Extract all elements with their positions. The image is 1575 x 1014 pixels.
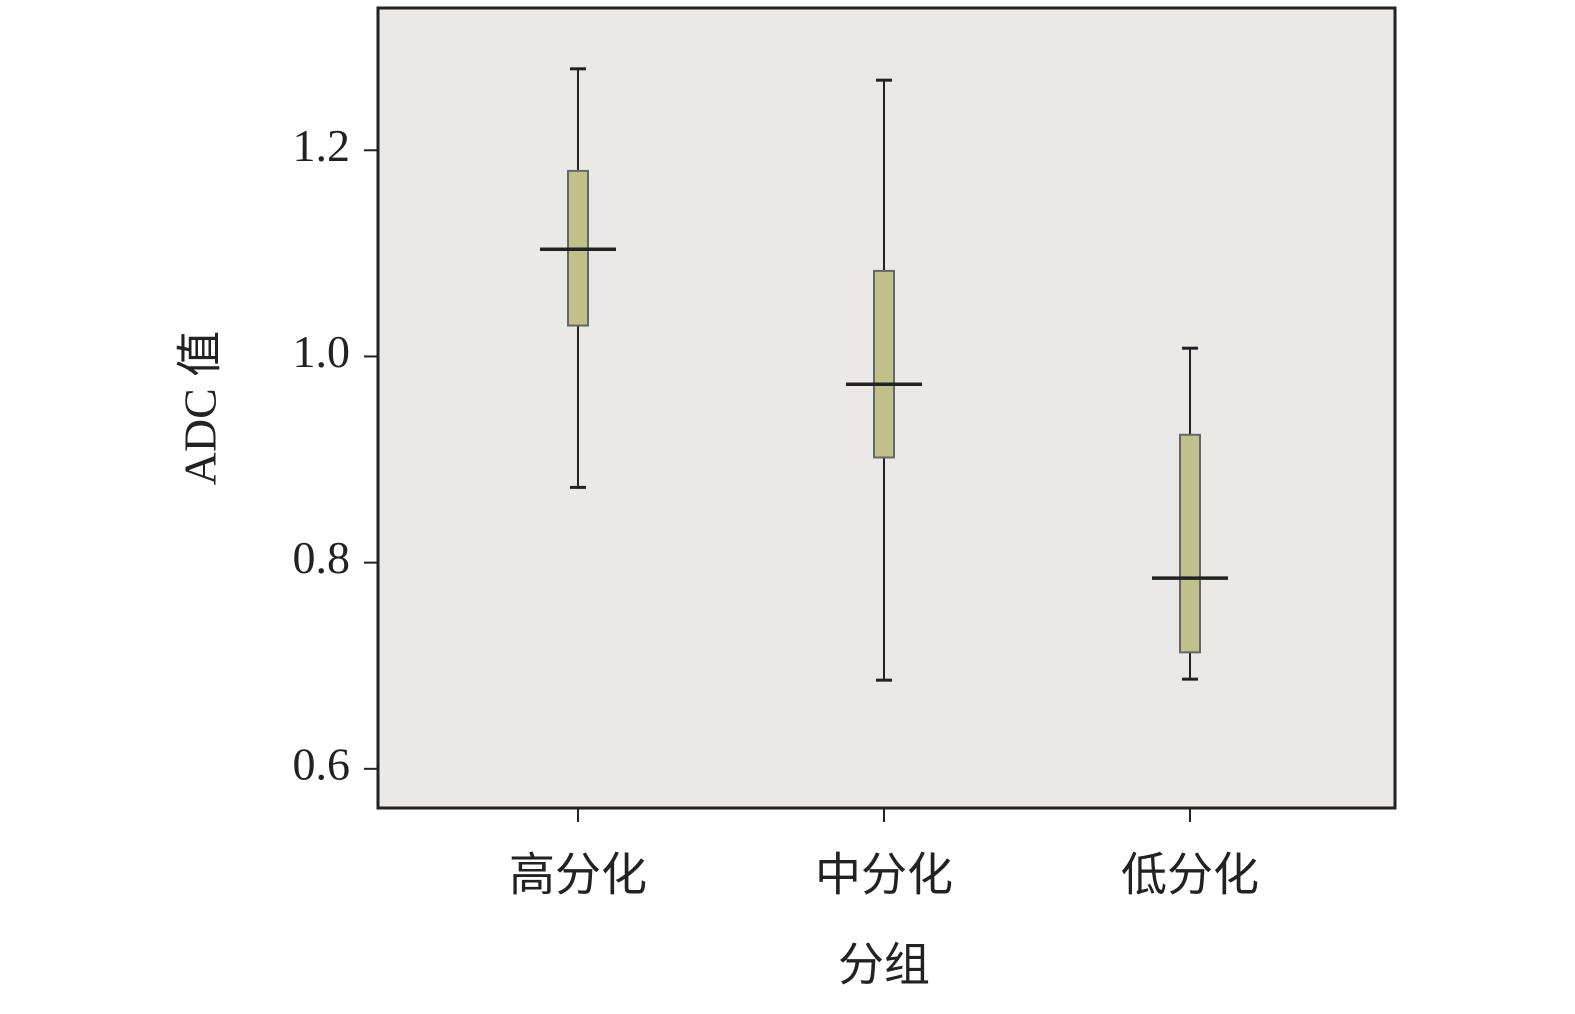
y-tick-label: 1.0 — [293, 326, 351, 377]
y-tick-label: 0.8 — [293, 532, 351, 583]
x-axis-label: 分组 — [838, 940, 930, 991]
x-tick-label: 高分化 — [509, 850, 647, 901]
x-tick-label: 中分化 — [815, 850, 953, 901]
y-axis-label: ADC 值 — [175, 331, 226, 486]
y-tick-label: 1.2 — [293, 120, 351, 171]
y-tick-label: 0.6 — [293, 738, 351, 789]
box — [1179, 433, 1201, 654]
x-tick-label: 低分化 — [1121, 850, 1259, 901]
box — [873, 269, 895, 459]
